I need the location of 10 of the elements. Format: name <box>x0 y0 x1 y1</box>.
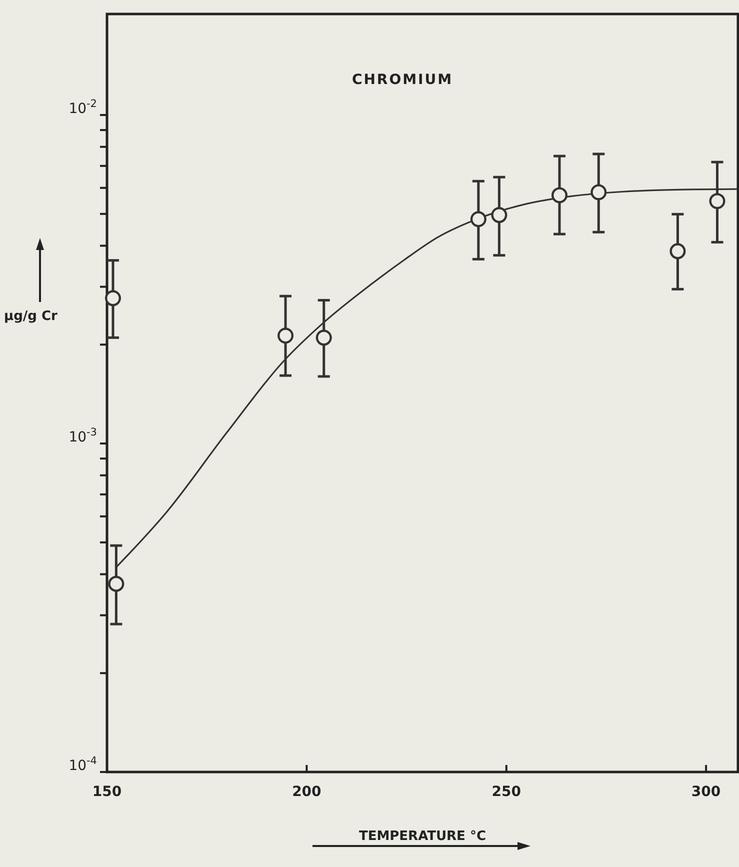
x-axis-title: TEMPERATURE °C <box>358 829 486 844</box>
x-tick-label: 300 <box>691 784 721 800</box>
y-tick-label: 10$^{-3}$ <box>68 426 97 446</box>
y-axis-title: μg/g Cr <box>4 309 58 324</box>
y-tick-label: 10$^{-2}$ <box>68 98 97 118</box>
x-tick-label: 150 <box>92 784 122 800</box>
text: CHROMIUM <box>352 72 454 88</box>
x-tick-label: 250 <box>492 784 522 800</box>
y-tick-label: 10$^{-4}$ <box>68 755 98 774</box>
x-tick-label: 200 <box>292 784 322 800</box>
